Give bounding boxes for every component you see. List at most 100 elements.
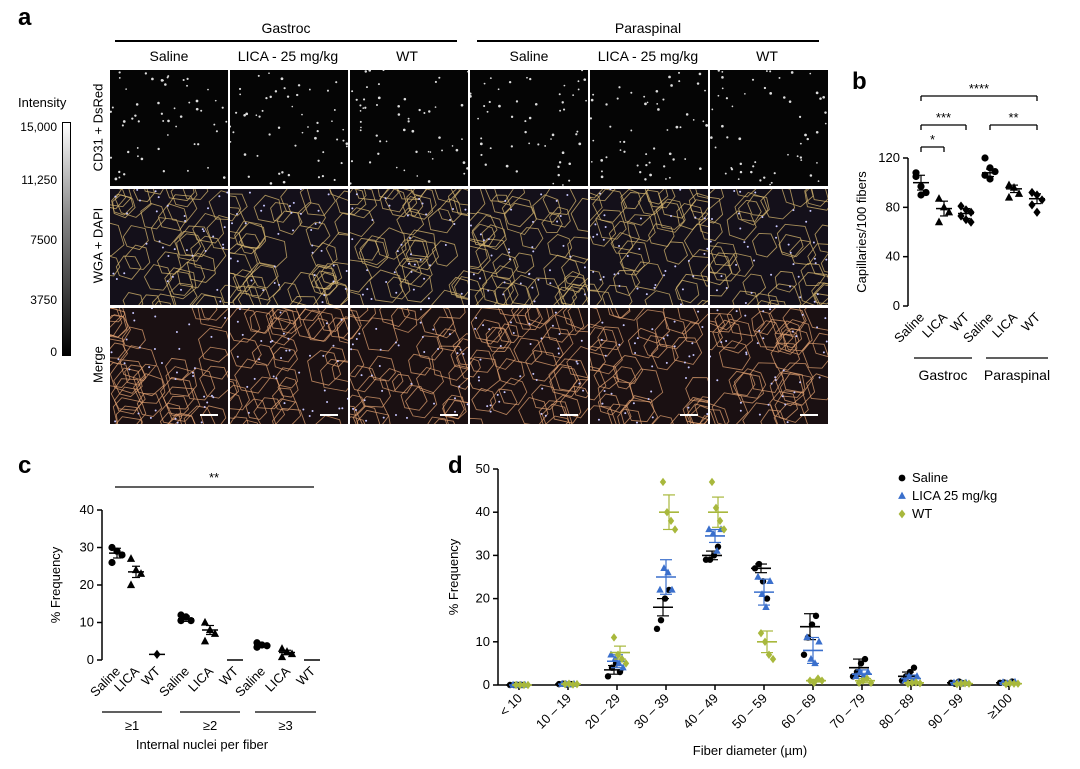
nucleus-dot [459, 348, 462, 351]
fiber-outline [813, 282, 828, 305]
nucleus-dot [665, 361, 668, 364]
fiber-outline [375, 227, 407, 260]
data-point [910, 664, 918, 671]
nucleus-dot [423, 277, 426, 280]
nucleus-dot [578, 382, 581, 385]
nucleus-dot [207, 207, 210, 210]
fiber-outline [448, 276, 468, 298]
capillary-dot [705, 124, 708, 127]
capillary-dot [342, 128, 345, 131]
nucleus-dot [397, 344, 400, 347]
nucleus-dot [351, 343, 354, 346]
capillary-dot [601, 170, 603, 173]
micrograph-merge [230, 308, 348, 424]
capillary-dot [730, 168, 734, 171]
capillary-dot [463, 172, 466, 175]
capillary-dot [577, 88, 580, 91]
micrograph-texture [350, 70, 468, 185]
capillary-dot [462, 161, 466, 165]
nucleus-dot [370, 374, 373, 377]
group-paraspinal: Paraspinal [614, 20, 682, 36]
capillary-dot [125, 88, 127, 90]
nucleus-dot [478, 379, 481, 382]
nucleus-dot [594, 223, 597, 226]
nucleus-dot [466, 403, 468, 406]
fiber-outline [230, 243, 258, 278]
fiber-outline [732, 372, 765, 404]
nucleus-dot [540, 412, 543, 415]
nucleus-dot [192, 374, 195, 377]
nucleus-dot [203, 406, 206, 409]
capillary-dot [800, 159, 803, 162]
fiber-outline [498, 377, 528, 406]
fiber-outline [768, 308, 806, 336]
nucleus-dot [767, 403, 770, 406]
nucleus-dot [470, 224, 473, 227]
capillary-dot [699, 167, 702, 170]
x-tick-label: LICA [989, 309, 1020, 340]
fiber-outline [742, 273, 767, 298]
y-tick-label: 20 [476, 591, 490, 606]
nucleus-dot [222, 243, 225, 246]
nucleus-dot [775, 236, 778, 239]
fiber-outline [606, 403, 632, 424]
nucleus-dot [433, 402, 436, 405]
x-tick-label: LICA [262, 663, 293, 694]
capillary-dot [508, 80, 512, 84]
capillary-dot [379, 140, 382, 143]
nucleus-dot [212, 396, 215, 399]
nucleus-dot [617, 272, 620, 275]
nucleus-dot [670, 215, 673, 218]
capillary-dot [486, 110, 489, 113]
fiber-outline [663, 241, 689, 265]
capillary-dot [679, 126, 682, 129]
fiber-outline [493, 281, 519, 305]
nucleus-dot [112, 272, 115, 275]
nucleus-dot [610, 392, 613, 395]
fiber-outline [191, 308, 218, 321]
nucleus-dot [756, 342, 759, 345]
fiber-outline [249, 310, 274, 334]
fiber-outline [234, 220, 266, 250]
nucleus-dot [323, 294, 326, 297]
fiber-outline [275, 367, 299, 389]
nucleus-dot [317, 209, 320, 212]
micrograph-wga [590, 189, 708, 305]
nucleus-dot [791, 330, 794, 333]
nucleus-dot [408, 236, 411, 239]
fiber-outline [133, 189, 155, 203]
capillary-dot [429, 151, 432, 153]
capillary-dot [359, 104, 362, 107]
nucleus-dot [813, 257, 816, 260]
capillary-dot [314, 136, 317, 140]
capillary-dot [427, 150, 430, 153]
nucleus-dot [314, 222, 317, 225]
nucleus-dot [427, 297, 430, 300]
fiber-outline [710, 196, 724, 224]
x-tick-label: 20 – 29 [582, 691, 623, 732]
fiber-outline [437, 198, 462, 223]
capillary-dot [269, 182, 273, 185]
y-tick-label: 20 [80, 577, 94, 592]
fiber-outline [775, 333, 798, 355]
fiber-outline [154, 300, 172, 305]
fiber-outline [350, 348, 365, 378]
capillary-dot [524, 120, 527, 123]
fiber-outline [133, 373, 166, 404]
fiber-outline [324, 346, 346, 368]
fiber-outline [408, 353, 432, 376]
capillary-dot [268, 72, 270, 75]
capillary-dot [563, 84, 566, 87]
capillary-dot [470, 92, 472, 95]
nucleus-dot [224, 316, 227, 319]
capillary-dot [118, 176, 121, 179]
capillary-dot [441, 149, 443, 152]
data-point [1028, 200, 1036, 210]
nucleus-dot [680, 303, 683, 305]
nucleus-dot [482, 239, 485, 242]
colorbar [62, 122, 71, 356]
fiber-outline [391, 308, 418, 333]
nucleus-dot [212, 235, 215, 238]
fiber-outline [597, 376, 634, 414]
nucleus-dot [385, 281, 388, 284]
